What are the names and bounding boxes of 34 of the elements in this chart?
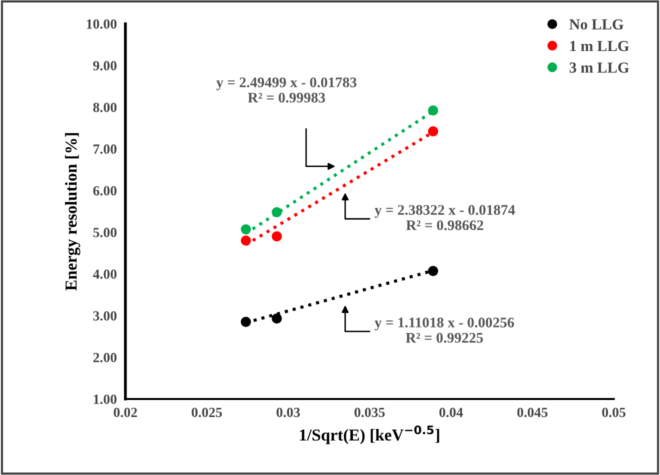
y-tick-label: 6.00 [93,186,117,196]
x-tick-label: 0.04 [439,408,463,418]
x-tick-label: 0.03 [276,408,300,418]
x-tick-label: 0.05 [602,408,626,418]
point [428,105,438,116]
legend-label: No LLG [569,19,624,30]
point [272,313,282,324]
annotation: y = 2.49499 x - 0.01783 R² = 0.99983 [216,77,356,103]
x-tick-label: 0.025 [192,408,222,418]
annotation: y = 1.11018 x - 0.00256 R² = 0.99225 [374,318,514,343]
x-tick-label: 0.045 [517,408,548,418]
point [272,231,282,242]
y-tick-label: 5.00 [93,228,117,238]
y-tick-label: 8.00 [93,102,117,112]
point [240,235,251,246]
point [428,266,438,276]
point [240,316,251,327]
x-tick-label: 0.035 [354,408,385,418]
y-tick-label: 9.00 [93,61,117,70]
point [272,207,282,218]
legend-label: 1 m LLG [570,40,629,52]
y-tick-label: 2.00 [93,352,117,362]
y-tick-label: 7.00 [94,144,117,154]
y-tick-label: 3.00 [93,311,117,321]
point [428,126,438,136]
legend-label: 3 m LLG [570,62,629,73]
annotation: y = 2.38322 x - 0.01874 R² = 0.98662 [374,205,515,230]
y-tick-label: 4.00 [92,270,117,279]
y-tick-label: 10.00 [86,19,117,29]
y-axis-title: Energy resolution [%] [65,133,80,291]
x-axis-title: 1/Sqrt(E) [keV$^{−0.5}$] [300,425,440,444]
point [240,224,251,234]
y-tick-label: 1.00 [94,394,117,404]
x-tick-label: 0.02 [114,408,137,418]
